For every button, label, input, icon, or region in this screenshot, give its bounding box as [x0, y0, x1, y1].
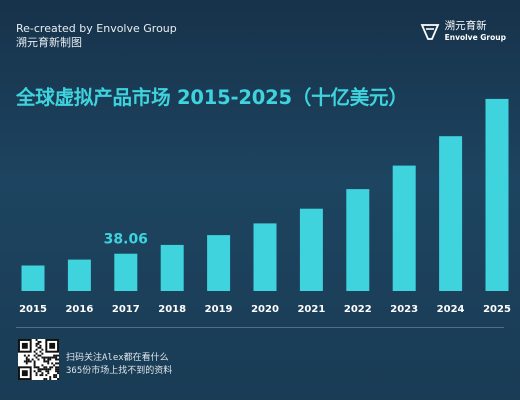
- bar-2022: [346, 189, 370, 291]
- envolve-logo-icon: [420, 23, 439, 40]
- x-tick-label: 2019: [205, 304, 233, 315]
- brand-logo: 溯元育新 Envolve Group: [420, 20, 506, 43]
- x-tick-label: 2021: [297, 304, 325, 315]
- bar-2023: [392, 165, 416, 291]
- x-tick-label: 2024: [437, 304, 465, 315]
- bar-2021: [299, 208, 323, 291]
- bar-2018: [160, 244, 184, 291]
- brand-cn: 溯元育新: [444, 20, 487, 32]
- credit-line-1: Re-created by Envolve Group: [16, 22, 177, 35]
- bar-2019: [207, 235, 231, 291]
- x-tick-label: 2022: [344, 304, 372, 315]
- footer-line-2: 365份市场上找不到的资料: [66, 366, 173, 376]
- bar-2024: [439, 136, 463, 291]
- footer-text: 扫码关注Alex都在看什么 365份市场上找不到的资料: [66, 352, 172, 378]
- chart-title: 全球虚拟产品市场 2015-2025（十亿美元）: [16, 86, 408, 109]
- x-tick-label: 2015: [19, 304, 47, 315]
- x-tick-label: 2018: [158, 304, 186, 315]
- bar-2015: [21, 265, 45, 291]
- credit-line-2: 溯元育新制图: [16, 36, 82, 49]
- x-tick-label: 2023: [390, 304, 418, 315]
- brand-en: Envolve Group: [444, 33, 506, 42]
- credit: Re-created by Envolve Group 溯元育新制图: [16, 22, 177, 50]
- x-tick-label: 2020: [251, 304, 279, 315]
- qr-code-icon[interactable]: [18, 339, 59, 380]
- footer-line-1: 扫码关注Alex都在看什么: [66, 353, 169, 363]
- bar-2017: [114, 253, 138, 291]
- footer-divider: [16, 327, 504, 328]
- bar-2016: [67, 259, 91, 291]
- x-tick-label: 2016: [65, 304, 93, 315]
- data-label: 38.06: [104, 232, 148, 248]
- x-tick-label: 2017: [112, 304, 140, 315]
- bar-2025: [485, 98, 509, 292]
- x-tick-label: 2025: [483, 304, 511, 315]
- brand-text: 溯元育新 Envolve Group: [445, 20, 506, 43]
- bar-2020: [253, 223, 277, 291]
